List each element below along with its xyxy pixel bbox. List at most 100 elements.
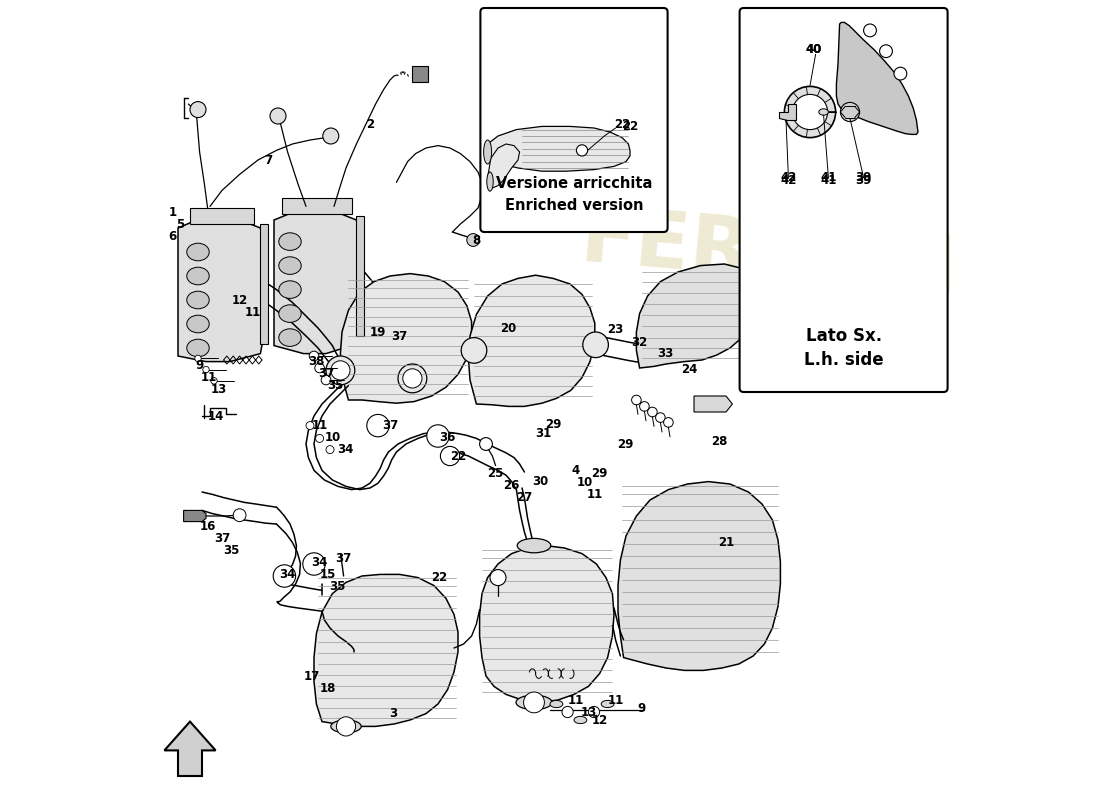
Text: 22: 22 — [450, 450, 466, 462]
Polygon shape — [314, 574, 458, 726]
Ellipse shape — [278, 305, 301, 322]
Polygon shape — [178, 216, 264, 362]
Polygon shape — [412, 66, 428, 82]
Text: 18: 18 — [319, 682, 336, 694]
Text: 7: 7 — [264, 154, 273, 166]
Polygon shape — [487, 126, 630, 171]
Circle shape — [784, 86, 836, 138]
Text: 11: 11 — [568, 694, 584, 706]
Text: 28: 28 — [712, 435, 728, 448]
Text: 41: 41 — [821, 171, 837, 184]
Circle shape — [322, 128, 339, 144]
Text: 39: 39 — [856, 174, 872, 186]
Text: 10: 10 — [578, 476, 593, 489]
Text: 1985: 1985 — [796, 330, 911, 398]
Text: 41: 41 — [821, 174, 837, 186]
Circle shape — [880, 45, 892, 58]
Text: 37: 37 — [392, 330, 408, 342]
Polygon shape — [618, 482, 780, 670]
Ellipse shape — [818, 109, 828, 115]
Circle shape — [440, 446, 460, 466]
Circle shape — [398, 364, 427, 393]
Text: 9: 9 — [637, 702, 646, 714]
Circle shape — [427, 425, 449, 447]
Circle shape — [302, 553, 326, 575]
Text: 22: 22 — [431, 571, 448, 584]
Circle shape — [316, 434, 323, 442]
Ellipse shape — [278, 329, 301, 346]
Text: 37: 37 — [336, 552, 352, 565]
Text: FERRARI: FERRARI — [578, 200, 970, 312]
Text: Since: Since — [790, 308, 887, 364]
Text: Versione arricchita: Versione arricchita — [496, 177, 652, 191]
Text: 34: 34 — [311, 556, 328, 569]
Circle shape — [894, 67, 906, 80]
Ellipse shape — [278, 233, 301, 250]
Text: 32: 32 — [631, 336, 648, 349]
Text: 4: 4 — [572, 464, 580, 477]
Circle shape — [656, 413, 666, 422]
Text: 34: 34 — [279, 568, 296, 581]
Circle shape — [840, 102, 859, 122]
Text: 1: 1 — [168, 206, 176, 218]
Polygon shape — [184, 510, 206, 522]
Circle shape — [202, 366, 209, 373]
Text: 39: 39 — [856, 171, 872, 184]
Circle shape — [648, 407, 657, 417]
Text: 11: 11 — [311, 419, 328, 432]
Circle shape — [524, 692, 544, 713]
Ellipse shape — [484, 140, 492, 164]
Polygon shape — [190, 208, 254, 224]
Circle shape — [663, 418, 673, 427]
Text: 30: 30 — [532, 475, 549, 488]
Circle shape — [588, 706, 600, 718]
Text: 13: 13 — [581, 706, 596, 718]
Circle shape — [403, 369, 422, 388]
Text: 16: 16 — [199, 520, 216, 533]
Text: 12: 12 — [231, 294, 248, 306]
Ellipse shape — [187, 267, 209, 285]
Circle shape — [562, 706, 573, 718]
Polygon shape — [340, 274, 472, 403]
Text: 17: 17 — [304, 670, 320, 682]
Text: 37: 37 — [382, 419, 398, 432]
Text: 40: 40 — [806, 43, 822, 56]
Circle shape — [270, 108, 286, 124]
Text: 40: 40 — [806, 43, 822, 56]
Circle shape — [211, 378, 217, 384]
Text: 11: 11 — [607, 694, 624, 706]
Polygon shape — [487, 144, 519, 188]
Circle shape — [792, 94, 827, 130]
Circle shape — [309, 351, 319, 361]
Text: 3: 3 — [389, 707, 397, 720]
Circle shape — [306, 422, 313, 430]
Polygon shape — [282, 198, 352, 214]
Circle shape — [195, 355, 201, 362]
Text: 27: 27 — [516, 491, 532, 504]
Text: 15: 15 — [319, 568, 336, 581]
Ellipse shape — [278, 257, 301, 274]
Text: 35: 35 — [329, 580, 345, 593]
Text: 26: 26 — [504, 479, 520, 492]
Text: 2: 2 — [366, 118, 374, 130]
Text: 5: 5 — [176, 218, 185, 230]
Polygon shape — [754, 270, 886, 338]
Text: 12: 12 — [592, 714, 607, 726]
FancyBboxPatch shape — [739, 8, 947, 392]
Text: 35: 35 — [328, 379, 344, 392]
Circle shape — [315, 363, 324, 373]
Text: 14: 14 — [208, 410, 223, 422]
Text: 29: 29 — [544, 418, 561, 430]
Ellipse shape — [331, 720, 361, 733]
Circle shape — [233, 509, 246, 522]
Text: 20: 20 — [500, 322, 517, 334]
Circle shape — [190, 102, 206, 118]
Text: 29: 29 — [617, 438, 634, 450]
Text: L.h. side: L.h. side — [804, 351, 883, 369]
Text: 37: 37 — [213, 532, 230, 545]
Circle shape — [631, 395, 641, 405]
Text: 34: 34 — [337, 443, 353, 456]
Circle shape — [331, 361, 350, 380]
Polygon shape — [779, 104, 796, 120]
Polygon shape — [261, 224, 268, 344]
